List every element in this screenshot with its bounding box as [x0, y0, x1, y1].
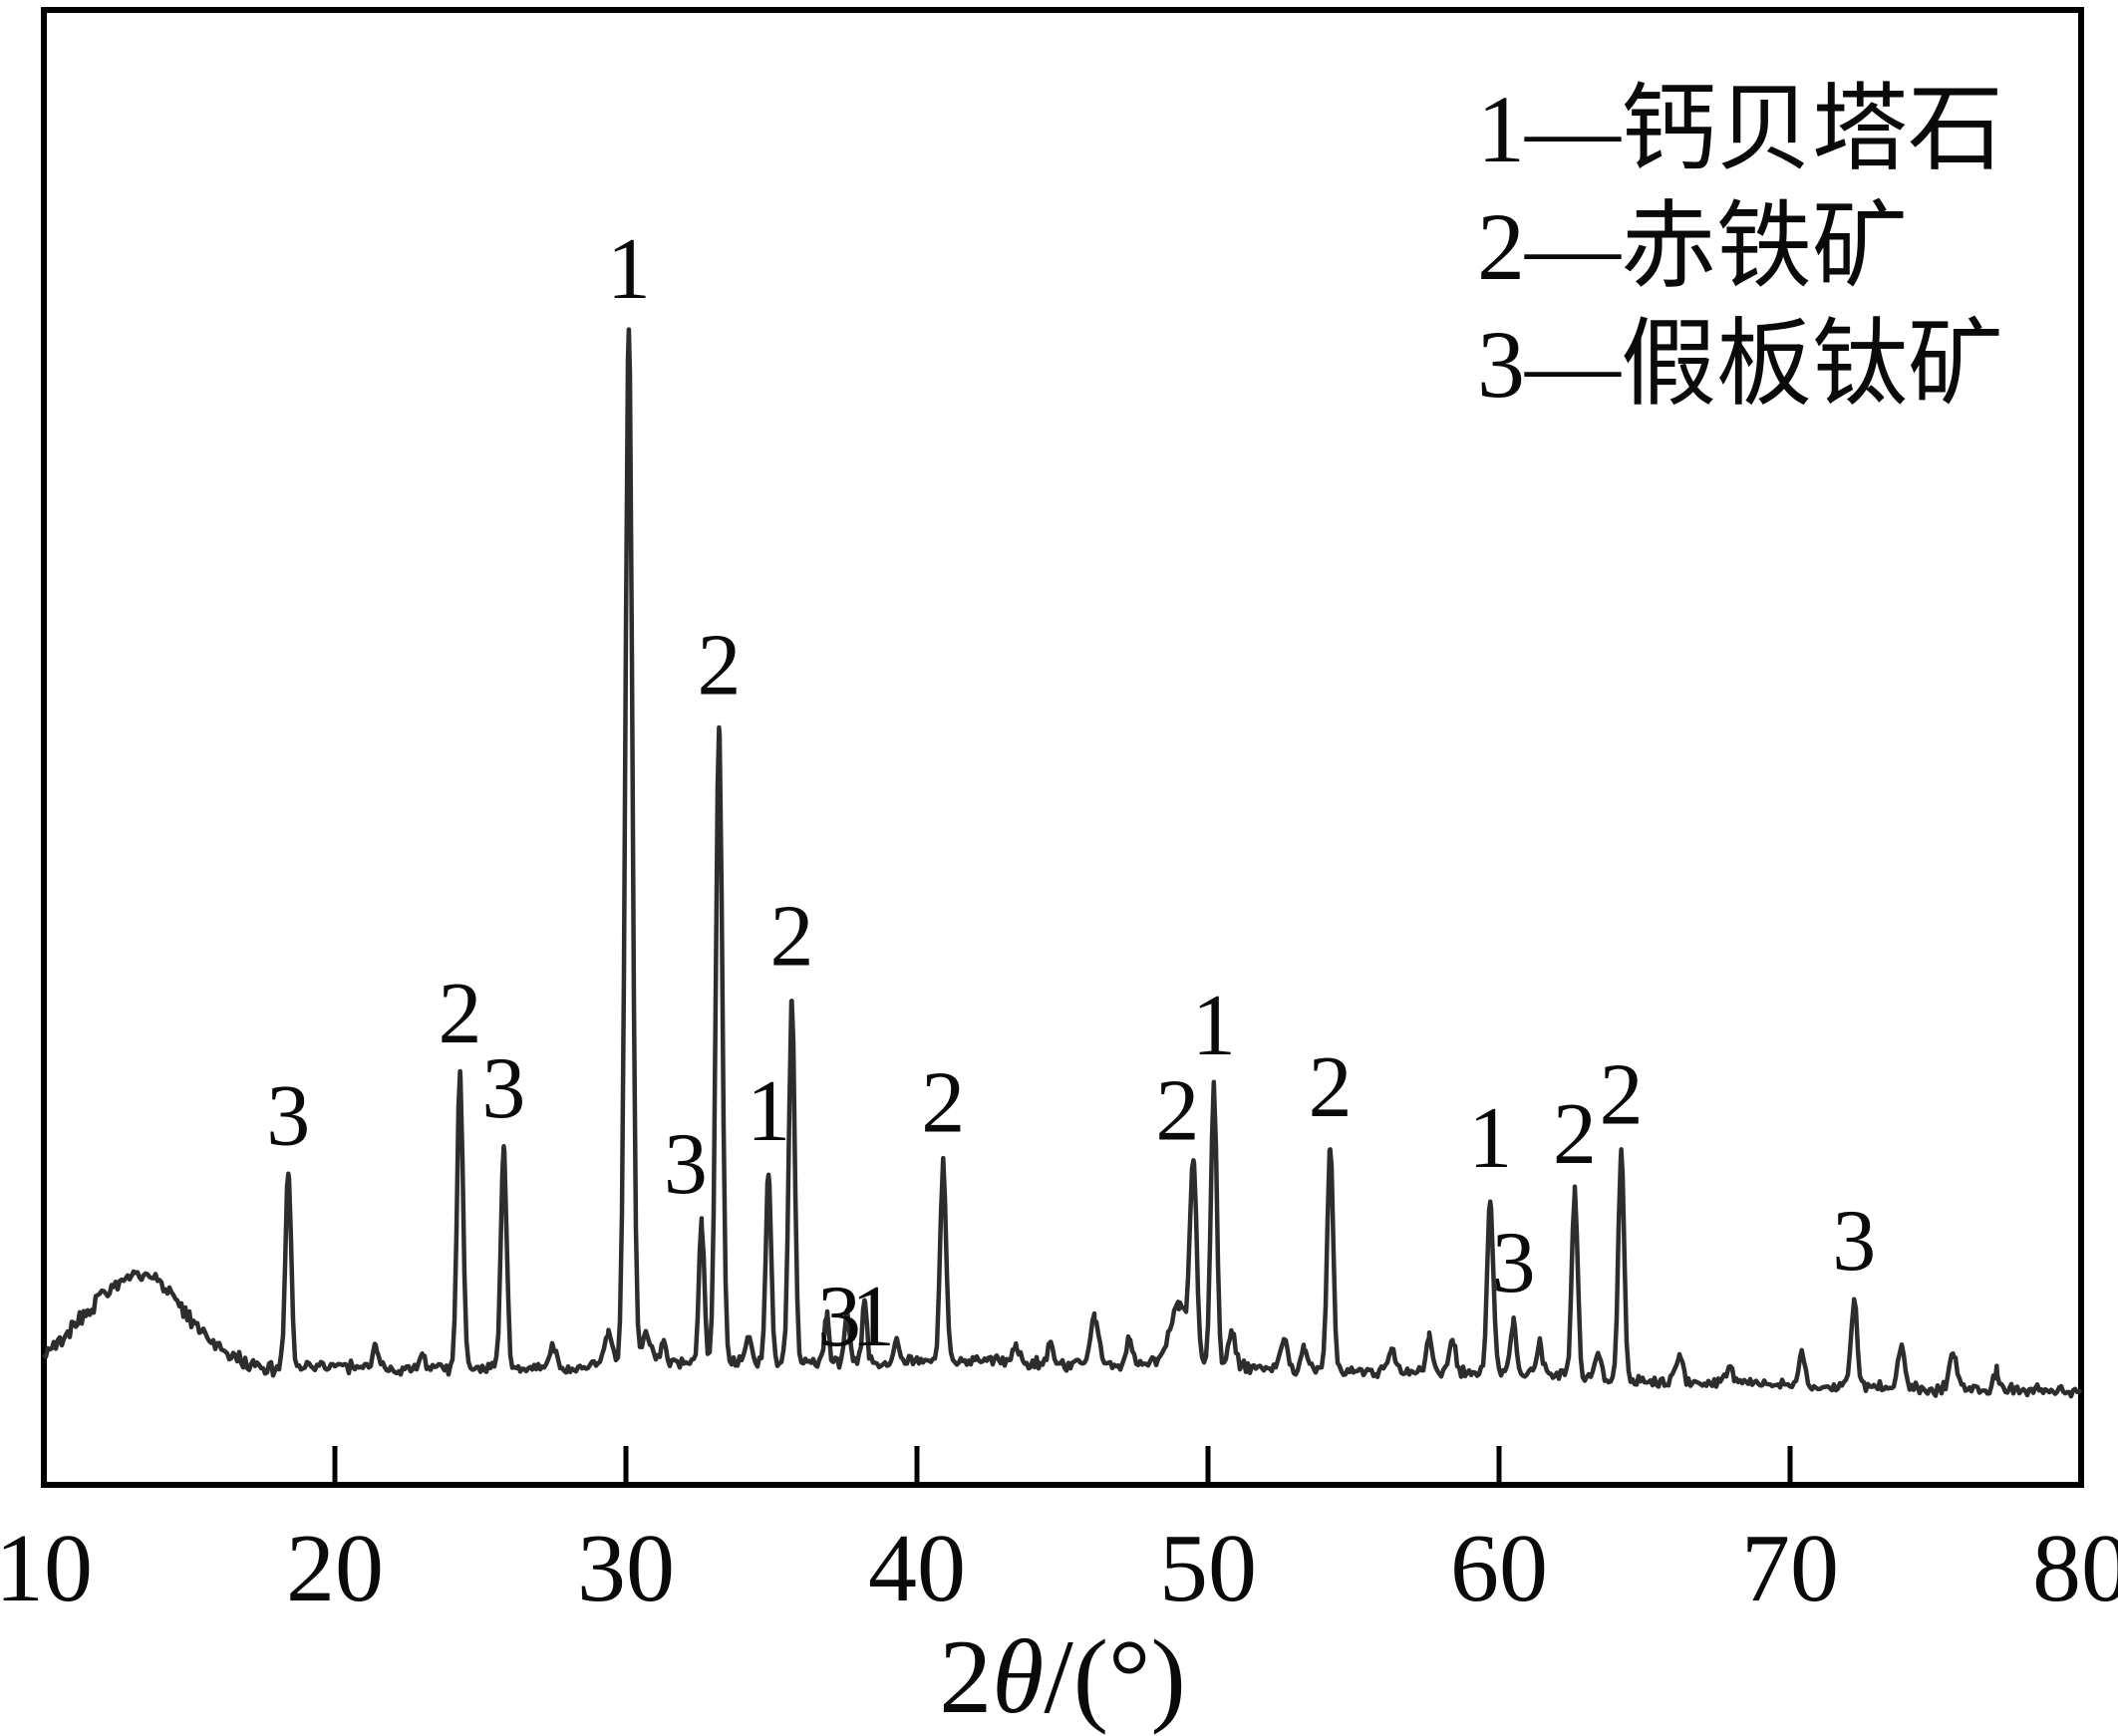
- x-axis-title: 2θ/(°): [939, 1618, 1186, 1735]
- x-tick-label: 30: [577, 1515, 675, 1622]
- peak-label: 3: [664, 1116, 708, 1213]
- legend: 1—钙贝塔石 2—赤铁矿 3—假板钛矿: [1477, 76, 2003, 418]
- x-axis-ticks: [332, 1446, 1793, 1484]
- peak-label: 2: [1553, 1086, 1597, 1183]
- peak-label: 1: [607, 221, 651, 318]
- peak-label: 2: [1155, 1063, 1199, 1160]
- peak-label: 2: [439, 966, 482, 1062]
- peak-label: 1: [851, 1269, 895, 1365]
- x-tick-label: 10: [0, 1515, 93, 1622]
- peak-label: 1: [1192, 978, 1236, 1074]
- peak-label: 2: [769, 888, 813, 985]
- peak-label: 2: [921, 1055, 965, 1152]
- peak-label: 3: [481, 1040, 525, 1137]
- x-tick-label: 70: [1741, 1515, 1839, 1622]
- peak-label: 3: [817, 1269, 861, 1365]
- peak-label: 3: [1492, 1215, 1536, 1311]
- peak-label: 3: [1832, 1193, 1876, 1290]
- peak-label: 1: [747, 1063, 790, 1160]
- diffraction-curve: [42, 327, 2083, 1399]
- peak-label: 2: [1309, 1039, 1353, 1136]
- x-tick-label: 80: [2032, 1515, 2118, 1622]
- peak-label: 2: [697, 618, 741, 715]
- x-tick-label: 60: [1450, 1515, 1548, 1622]
- diffraction-curve-group: [42, 327, 2083, 1399]
- x-tick-label: 20: [286, 1515, 384, 1622]
- peak-label: 2: [1600, 1047, 1644, 1144]
- plot-border: [41, 7, 2084, 1488]
- peak-label: 1: [1468, 1090, 1512, 1187]
- x-axis-tick-labels: 10 20 30 40 50 60 70 80: [0, 1515, 2118, 1622]
- legend-item-2: 2—赤铁矿: [1477, 193, 1908, 300]
- x-tick-label: 40: [868, 1515, 966, 1622]
- peak-label: 3: [266, 1067, 310, 1164]
- legend-item-1: 1—钙贝塔石: [1477, 76, 2003, 182]
- x-tick-label: 50: [1159, 1515, 1257, 1622]
- legend-item-3: 3—假板钛矿: [1477, 311, 2003, 418]
